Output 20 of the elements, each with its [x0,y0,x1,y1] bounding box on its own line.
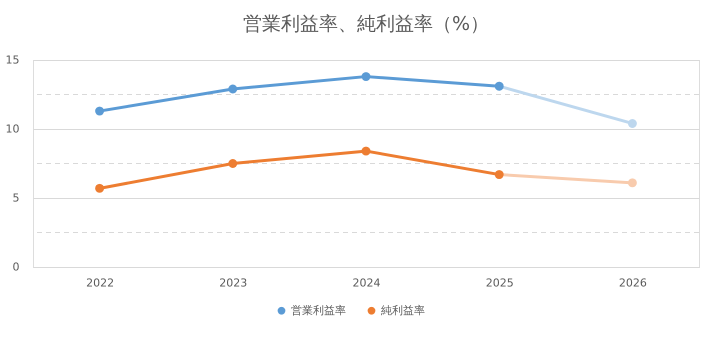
x-tick-label: 2024 [352,276,380,290]
legend-label: 純利益率 [381,304,425,317]
point [228,159,238,168]
y-tick-label: 15 [6,54,20,66]
y-tick-label: 0 [12,260,20,274]
y-tick-label: 5 [12,192,20,204]
point [362,72,370,82]
x-tick-label: 2026 [618,276,647,290]
point [362,146,370,156]
point [628,178,637,188]
legend-label: 営業利益率 [291,304,346,317]
point [228,84,238,94]
point [95,184,104,193]
point [628,119,637,128]
chart-title: 営業利益率、純利益率（%） [242,13,490,35]
x-tick-label: 2023 [219,276,248,290]
point [95,106,104,116]
y-tick-label: 10 [6,122,20,136]
x-tick-label: 2025 [486,276,514,290]
x-tick-label: 2022 [86,276,114,290]
